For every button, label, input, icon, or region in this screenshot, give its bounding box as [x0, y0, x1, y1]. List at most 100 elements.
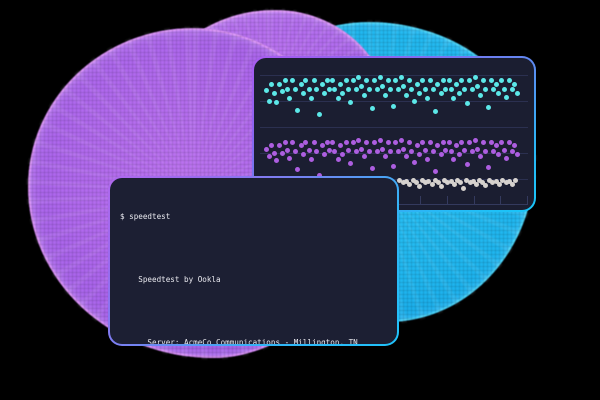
chart-point-upload [393, 140, 399, 146]
chart-point-upload [496, 151, 502, 157]
chart-point-latency [429, 181, 435, 187]
chart-point-upload [467, 140, 473, 146]
chart-point-upload [332, 149, 338, 155]
chart-x-tick [500, 196, 502, 205]
chart-point-upload [504, 155, 510, 161]
chart-point-download [343, 77, 349, 83]
chart-point-download [273, 99, 279, 105]
chart-point-download [462, 86, 468, 92]
chart-point-download [311, 77, 317, 83]
chart-point-download [480, 77, 486, 83]
chart-point-download [372, 77, 378, 83]
chart-point-download [401, 84, 407, 90]
chart-point-download [290, 77, 296, 83]
chart-point-download [443, 86, 449, 92]
chart-point-upload [287, 155, 293, 161]
chart-point-latency [483, 183, 489, 188]
chart-point-download [494, 81, 500, 87]
chart-point-download [369, 106, 375, 112]
chart-point-download [451, 95, 457, 101]
chart-point-upload [335, 157, 341, 162]
chart-point-upload [295, 167, 301, 173]
chart-point-latency [503, 180, 509, 186]
chart-point-upload [364, 140, 370, 146]
chart-point-download [284, 86, 290, 92]
chart-point-latency [413, 180, 419, 186]
chart-point-latency [410, 177, 416, 183]
chart-point-upload [446, 140, 452, 146]
chart-point-download [488, 77, 494, 83]
chart-point-download [427, 77, 433, 83]
chart-point-upload [356, 137, 362, 143]
chart-point-download [383, 93, 389, 99]
chart-point-download [385, 77, 391, 83]
chart-point-latency [490, 180, 496, 186]
chart-point-upload [271, 150, 277, 156]
chart-point-download [393, 77, 399, 83]
chart-point-upload [267, 154, 272, 160]
chart-point-upload [399, 137, 404, 143]
chart-point-latency [442, 177, 448, 183]
terminal-spacer-2 [120, 308, 389, 314]
chart-point-latency [480, 180, 486, 186]
chart-point-upload [480, 140, 486, 146]
chart-point-latency [420, 177, 426, 183]
chart-point-upload [417, 151, 423, 157]
terminal-line-server: Server: AcmeCo Communications - Millingt… [120, 337, 358, 344]
chart-point-upload [314, 149, 320, 155]
chart-point-upload [488, 140, 494, 146]
terminal-output[interactable]: $ speedtest Speedtest by Ookla Server: A… [110, 178, 397, 344]
chart-point-upload [443, 147, 449, 153]
chart-point-upload [456, 151, 462, 157]
chart-point-download [399, 75, 404, 81]
chart-point-download [498, 77, 504, 83]
chart-point-upload [401, 146, 407, 152]
chart-point-download [356, 75, 362, 81]
terminal-panel[interactable]: $ speedtest Speedtest by Ookla Server: A… [108, 176, 399, 346]
chart-point-upload [409, 149, 415, 155]
chart-point-upload [284, 147, 290, 153]
chart-point-download [351, 77, 357, 83]
chart-point-download [338, 81, 344, 87]
chart-point-upload [475, 146, 481, 152]
chart-point-latency [458, 180, 464, 186]
chart-x-tick [420, 196, 422, 205]
chart-point-download [422, 86, 428, 92]
chart-point-upload [377, 137, 383, 143]
chart-point-upload [369, 166, 375, 172]
chart-point-upload [422, 147, 428, 153]
chart-point-upload [343, 140, 349, 146]
chart-point-upload [301, 151, 307, 157]
chart-gridline-1 [260, 101, 528, 102]
chart-point-download [293, 86, 299, 92]
chart-point-latency [426, 179, 432, 185]
chart-point-upload [383, 154, 389, 160]
chart-point-download [464, 101, 470, 107]
chart-point-upload [372, 140, 378, 146]
chart-point-download [470, 86, 476, 92]
chart-point-latency [477, 177, 483, 183]
chart-point-upload [494, 142, 500, 148]
chart-point-download [486, 105, 492, 110]
chart-point-upload [290, 140, 296, 146]
chart-point-download [475, 84, 481, 90]
chart-point-latency [407, 181, 413, 187]
chart-point-download [287, 95, 293, 101]
chart-point-upload [279, 150, 285, 156]
chart-point-download [478, 93, 484, 99]
chart-point-download [414, 81, 420, 87]
chart-point-upload [478, 154, 484, 160]
chart-point-upload [509, 149, 515, 155]
chart-point-upload [311, 140, 317, 146]
chart-point-download [314, 86, 320, 92]
chart-point-download [406, 77, 412, 83]
chart-point-upload [454, 142, 460, 148]
chart-point-upload [338, 142, 344, 148]
chart-x-tick [473, 196, 475, 205]
chart-point-upload [348, 160, 354, 166]
terminal-prompt-line: $ speedtest [120, 211, 171, 221]
chart-point-download [271, 90, 277, 96]
chart-point-upload [486, 164, 492, 170]
chart-point-download [319, 81, 325, 87]
